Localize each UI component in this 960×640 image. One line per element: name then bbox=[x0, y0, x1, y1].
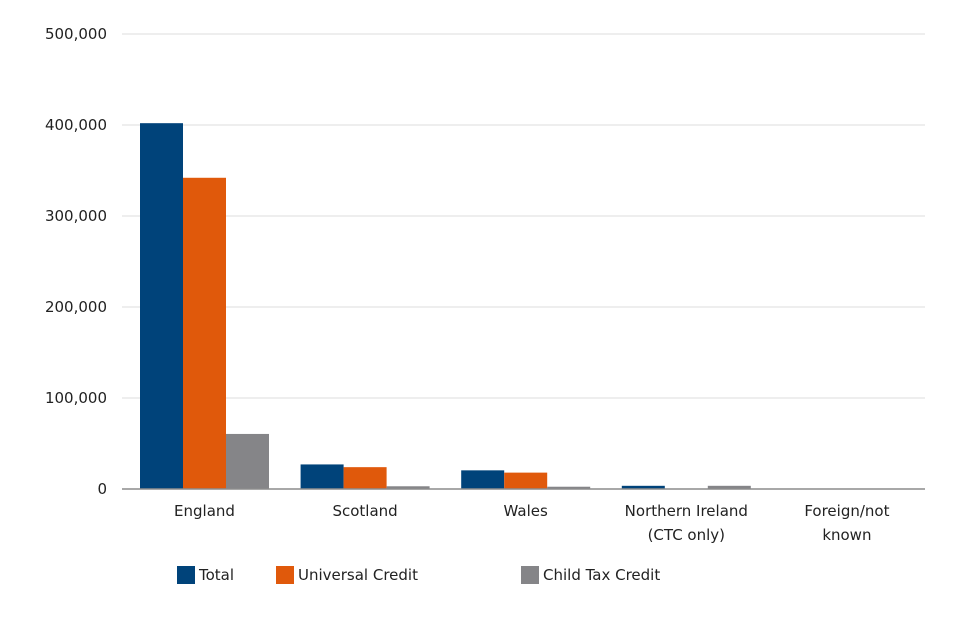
legend-swatch-child-tax-credit bbox=[521, 566, 539, 584]
y-tick-label: 500,000 bbox=[45, 25, 107, 43]
bar-chart: 0 100,000 200,000 300,000 400,000 500,000 Eng… bbox=[45, 25, 925, 544]
bar-universal-credit-england bbox=[183, 177, 226, 489]
legend-item-universal-credit: Universal Credit bbox=[276, 566, 418, 584]
x-category-label: Foreign/not known bbox=[804, 502, 889, 544]
bar-child-tax-credit-england bbox=[226, 433, 269, 489]
gridlines bbox=[122, 33, 925, 399]
y-tick-label: 100,000 bbox=[45, 389, 107, 407]
y-tick-label: 300,000 bbox=[45, 207, 107, 225]
legend: Total Universal Credit Child Tax Credit bbox=[0, 566, 960, 590]
x-category-label: Scotland bbox=[332, 502, 397, 520]
y-tick-label: 400,000 bbox=[45, 116, 107, 134]
legend-label-total: Total bbox=[199, 566, 235, 584]
legend-item-child-tax-credit: Child Tax Credit bbox=[521, 566, 660, 584]
y-tick-label: 0 bbox=[97, 480, 107, 498]
bar-universal-credit-wales bbox=[504, 472, 548, 489]
bar-child-tax-credit-northern-ireland bbox=[707, 485, 751, 489]
legend-item-total: Total bbox=[177, 566, 234, 584]
bar-universal-credit-scotland bbox=[343, 467, 387, 489]
legend-label-universal-credit: Universal Credit bbox=[298, 566, 418, 584]
x-category-label: Wales bbox=[504, 502, 548, 520]
bar-child-tax-credit-wales bbox=[547, 486, 591, 489]
legend-swatch-universal-credit bbox=[276, 566, 294, 584]
bars bbox=[140, 123, 912, 490]
y-axis-ticks: 0 100,000 200,000 300,000 400,000 500,000 bbox=[45, 25, 107, 498]
legend-label-child-tax-credit: Child Tax Credit bbox=[543, 566, 661, 584]
bar-total-scotland bbox=[300, 464, 344, 489]
bar-child-tax-credit-scotland bbox=[386, 486, 430, 489]
x-category-label: Northern Ireland (CTC only) bbox=[625, 502, 748, 544]
bar-total-wales bbox=[461, 470, 505, 489]
x-category-label: England bbox=[174, 502, 235, 520]
y-tick-label: 200,000 bbox=[45, 298, 107, 316]
bar-total-england bbox=[140, 123, 183, 490]
bar-total-northern-ireland bbox=[621, 485, 665, 489]
legend-swatch-total bbox=[177, 566, 195, 584]
x-axis-categories: England Scotland Wales Northern Ireland (CTC… bbox=[174, 502, 890, 544]
